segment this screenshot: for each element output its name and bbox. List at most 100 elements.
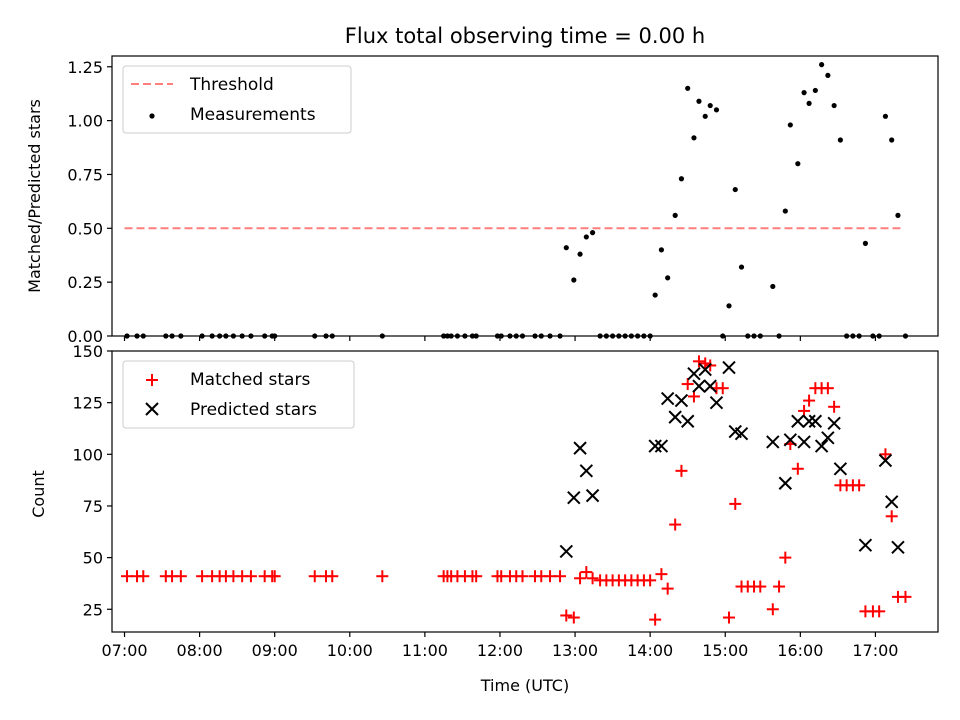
measurement-point (732, 186, 738, 193)
matched-star-point (853, 479, 866, 492)
measurement-point (589, 230, 596, 236)
matched-star-point (779, 551, 792, 564)
matched-star-point (773, 580, 786, 593)
measurement-point (862, 240, 869, 246)
top-legend-box (122, 65, 352, 134)
predicted-star-point (766, 435, 780, 449)
bottom-x-axis-label: Time (UTC) (480, 676, 569, 695)
matched-star-point (268, 570, 281, 583)
measurement-point (770, 283, 776, 290)
matched-star-point (121, 570, 134, 583)
matched-star-point (326, 570, 339, 583)
top-y-tick-label: 1.25 (67, 58, 103, 77)
matched-star-point (580, 566, 593, 579)
measurement-point (795, 161, 801, 167)
measurement-point (738, 264, 745, 270)
measurement-point (658, 247, 665, 253)
measurement-point (825, 72, 831, 78)
legend-matched-label: Matched stars (190, 370, 310, 390)
measurement-point (571, 277, 577, 283)
matched-star-point (661, 582, 674, 595)
predicted-star-point (821, 431, 835, 445)
x-tick-label: 07:00 (101, 641, 147, 660)
measurement-point (652, 292, 658, 298)
predicted-star-point (814, 439, 829, 453)
predicted-star-point (660, 391, 675, 406)
measurement-point (889, 137, 895, 143)
measurement-point (665, 275, 671, 281)
measurement-point (801, 90, 807, 96)
x-tick-label: 14:00 (627, 641, 673, 660)
bottom-y-tick-label: 25 (83, 600, 103, 619)
top-x-ticks (123, 336, 877, 341)
top-y-tick-label: 0.25 (67, 273, 103, 292)
measurement-point (685, 85, 691, 91)
predicted-star-point (668, 410, 682, 424)
matched-star-point (729, 497, 742, 510)
x-tick-label: 15:00 (702, 641, 748, 660)
matched-star-point (174, 570, 187, 583)
predicted-star-point (833, 462, 848, 476)
measurement-point (707, 102, 713, 109)
measurement-point (882, 113, 889, 119)
predicted-star-point (802, 414, 816, 428)
x-tick-label: 10:00 (327, 641, 373, 660)
measurement-point (806, 100, 812, 106)
predicted-star-point (579, 464, 594, 478)
measurement-point (583, 234, 589, 240)
matched-star-point (791, 462, 804, 475)
matched-star-point (544, 570, 557, 583)
predicted-star-point (559, 544, 574, 559)
matched-star-point (885, 510, 898, 523)
measurement-point (831, 102, 837, 109)
predicted-star-point (585, 488, 600, 503)
predicted-star-point (648, 439, 662, 453)
measurement-point (895, 212, 901, 218)
bottom-axes-frame (111, 350, 939, 633)
measurement-point (563, 245, 569, 251)
matched-star-point (376, 570, 389, 583)
matched-star-point (879, 448, 892, 461)
matched-star-point (754, 580, 767, 593)
predicted-star-point (808, 414, 823, 428)
predicted-star-point (692, 379, 706, 393)
matched-star-point (766, 603, 779, 616)
matched-star-point (873, 605, 886, 618)
figure-title: Flux total observing time = 0.00 h (345, 24, 705, 48)
top-y-tick-label: 0.75 (67, 165, 103, 184)
matched-star-point (821, 382, 834, 395)
matched-star-point (692, 355, 705, 368)
predicted-star-point (797, 435, 811, 449)
x-tick-label: 13:00 (552, 641, 598, 660)
top-y-tick-label: 1.00 (67, 112, 103, 131)
matched-star-point (655, 568, 668, 581)
measurement-point (726, 303, 732, 309)
predicted-star-point (783, 433, 798, 447)
matched-star-point (196, 570, 209, 583)
legend-measurements-label: Measurements (190, 105, 316, 125)
bottom-y-axis-label: Count (29, 470, 48, 518)
x-tick-label: 09:00 (252, 641, 298, 660)
predicted-star-point (680, 414, 695, 428)
matched-star-point (308, 570, 321, 583)
matched-star-point (644, 574, 657, 587)
matched-star-point (899, 590, 912, 603)
top-y-axis-label: Matched/Predicted stars (25, 99, 44, 293)
predicted-star-point (884, 495, 899, 509)
bottom-y-tick-label: 100 (72, 445, 103, 464)
top-panel: 0.00 0.25 0.50 0.75 1.00 1.25 Matched/Predict… (25, 55, 939, 346)
matched-star-point (574, 572, 587, 585)
legend-predicted-swatch (145, 402, 159, 416)
top-plot-area (124, 62, 909, 339)
x-tick-label: 12:00 (477, 641, 523, 660)
bottom-panel: 25 50 75 100 125 150 07:00 08:00 09:00 10:00 11:0… (29, 342, 939, 695)
predicted-star-point (674, 393, 689, 408)
predicted-star-point (698, 362, 712, 377)
matched-star-point (586, 572, 599, 585)
predicted-star-point (567, 490, 581, 505)
top-y-tick-label: 0.00 (67, 327, 103, 346)
legend-threshold-label: Threshold (189, 75, 274, 95)
bottom-y-axis: 25 50 75 100 125 150 (72, 342, 112, 619)
matched-star-point (244, 570, 257, 583)
